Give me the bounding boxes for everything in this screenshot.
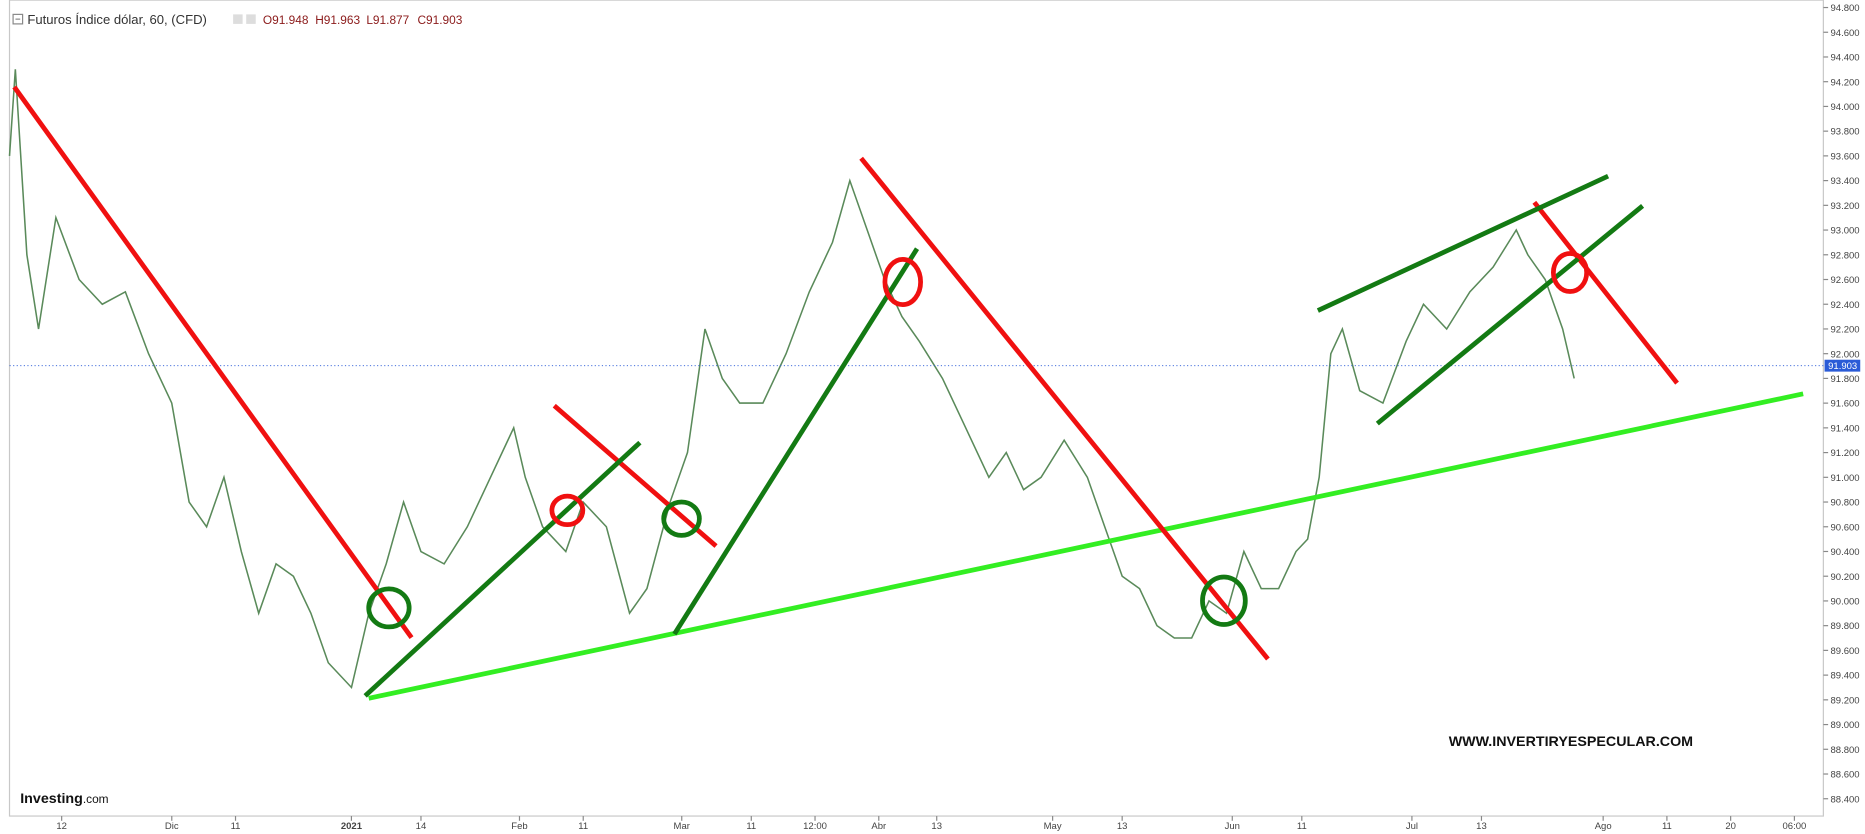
y-tick-label: 88.400 <box>1831 794 1860 805</box>
y-tick-label: 89.600 <box>1831 646 1860 657</box>
settings-icon[interactable] <box>233 14 243 24</box>
y-tick-label: 93.600 <box>1831 151 1860 162</box>
red-trend-line <box>12 85 414 640</box>
y-tick-label: 92.400 <box>1831 300 1860 311</box>
x-tick-label: 20 <box>1725 821 1736 832</box>
y-tick-label: 91.800 <box>1831 374 1860 385</box>
collapse-icon[interactable] <box>12 13 24 25</box>
last-price-label: 91.903 <box>1828 361 1857 372</box>
watermark: WWW.INVERTIRYESPECULAR.COM <box>1449 734 1693 750</box>
y-tick-label: 93.800 <box>1831 127 1860 138</box>
y-tick-label: 92.800 <box>1831 250 1860 261</box>
y-tick-label: 94.200 <box>1831 77 1860 88</box>
chart-title: Futuros Índice dólar, 60, (CFD) <box>27 12 207 27</box>
y-tick-label: 90.400 <box>1831 547 1860 558</box>
x-tick-label: Abr <box>871 821 886 832</box>
red-trend-line <box>552 403 718 548</box>
red-circle <box>1550 251 1590 294</box>
ohlc-high: H91.963 <box>315 13 360 27</box>
y-tick-label: 89.000 <box>1831 720 1860 731</box>
last-price-badge <box>1824 359 1861 372</box>
x-tick-label: 13 <box>1117 821 1128 832</box>
x-tick-label: 11 <box>1297 821 1307 832</box>
x-tick-label: 11 <box>578 821 588 832</box>
green-circle <box>661 499 702 538</box>
x-tick-label: Ago <box>1595 821 1612 832</box>
y-tick-label: 93.400 <box>1831 176 1860 187</box>
x-tick-label: Jul <box>1406 821 1418 832</box>
y-tick-label: 89.400 <box>1831 671 1860 682</box>
x-tick-label: 13 <box>931 821 942 832</box>
y-tick-label: 91.200 <box>1831 448 1860 459</box>
green-circle <box>1200 574 1248 627</box>
y-tick-label: 89.800 <box>1831 621 1860 632</box>
y-tick-label: 91.600 <box>1831 399 1860 410</box>
y-tick-label: 93.000 <box>1831 226 1860 237</box>
x-tick-label: 12 <box>56 821 67 832</box>
y-tick-label: 94.000 <box>1831 102 1860 113</box>
green-trend-line <box>1375 204 1645 426</box>
y-tick-label: 90.000 <box>1831 597 1860 608</box>
y-tick-label: 88.800 <box>1831 745 1860 756</box>
ohlc-close: C91.903 <box>417 13 462 27</box>
y-tick-label: 93.200 <box>1831 201 1860 212</box>
y-tick-label: 91.400 <box>1831 423 1860 434</box>
red-circle <box>549 493 586 528</box>
x-tick-label: Mar <box>674 821 690 832</box>
y-tick-label: 88.600 <box>1831 770 1860 781</box>
ohlc-open: O91.948 <box>263 13 309 27</box>
red-trend-line <box>859 156 1270 661</box>
y-tick-label: 91.000 <box>1831 473 1860 484</box>
brand-logo: Investing.com <box>20 791 108 807</box>
header: Futuros Índice dólar, 60, (CFD) O91.948 … <box>12 12 463 27</box>
x-tick-label: Feb <box>511 821 527 832</box>
y-tick-label: 92.200 <box>1831 325 1860 336</box>
green-trend-line <box>363 440 642 698</box>
x-tick-label: May <box>1044 821 1062 832</box>
y-tick-label: 94.800 <box>1831 3 1860 14</box>
green-circle <box>366 586 412 630</box>
y-tick-label: 90.800 <box>1831 498 1860 509</box>
settings-icon[interactable] <box>246 14 256 24</box>
x-tick-label: 11 <box>746 821 756 832</box>
plot-frame <box>8 0 1824 817</box>
y-tick-label: 94.400 <box>1831 53 1860 64</box>
support-line <box>368 391 1804 701</box>
x-tick-label: 06:00 <box>1783 821 1807 832</box>
annotations <box>12 85 1804 701</box>
x-tick-label: Jun <box>1225 821 1240 832</box>
brand-name: Investing <box>20 791 83 807</box>
y-tick-label: 92.000 <box>1831 349 1860 360</box>
x-tick-label: 13 <box>1476 821 1487 832</box>
green-trend-line <box>1316 173 1610 313</box>
y-tick-label: 94.600 <box>1831 28 1860 39</box>
x-tick-label: 11 <box>1662 821 1672 832</box>
y-tick-label: 90.600 <box>1831 522 1860 533</box>
red-trend-line <box>1532 200 1679 385</box>
plot-area: 88.400 88.600 88.800 89.000 89.200 89.400 89.6… <box>8 3 1861 832</box>
price-line <box>8 69 1575 690</box>
y-tick-label: 89.200 <box>1831 695 1860 706</box>
x-tick-label: 14 <box>416 821 427 832</box>
x-tick-label: 12:00 <box>803 821 827 832</box>
green-trend-line <box>672 247 920 636</box>
red-circle <box>882 257 923 307</box>
ohlc-low: L91.877 <box>366 13 409 27</box>
x-tick-label: 2021 <box>341 821 363 832</box>
y-tick-label: 92.600 <box>1831 275 1860 286</box>
x-tick-label: 11 <box>231 821 241 832</box>
brand-suffix: .com <box>83 792 109 806</box>
y-tick-label: 90.200 <box>1831 572 1860 583</box>
x-tick-label: Dic <box>165 821 179 832</box>
